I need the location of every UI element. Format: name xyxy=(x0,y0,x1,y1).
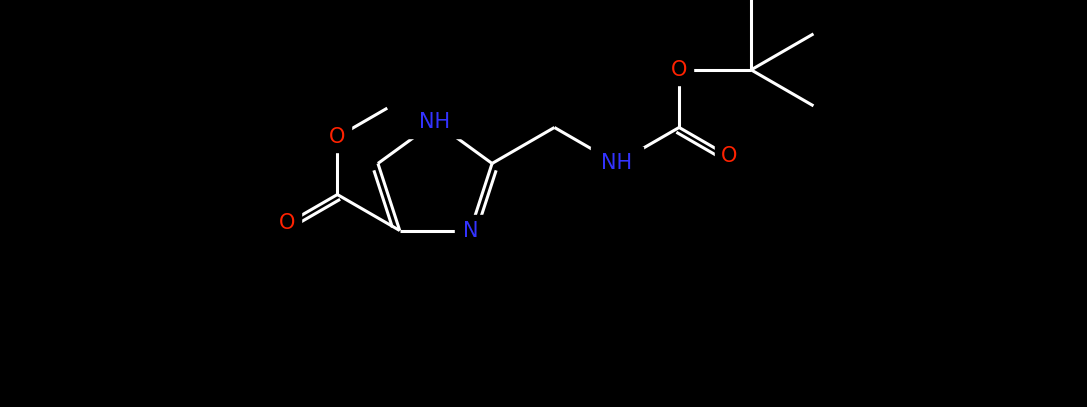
Text: NH: NH xyxy=(601,153,633,173)
Text: NH: NH xyxy=(420,112,451,132)
Text: O: O xyxy=(279,213,296,233)
Text: N: N xyxy=(462,221,478,241)
Bar xyxy=(408,106,462,138)
Text: O: O xyxy=(721,146,737,166)
Bar xyxy=(455,214,485,247)
Text: O: O xyxy=(671,60,687,80)
Bar xyxy=(715,141,744,171)
Text: O: O xyxy=(329,127,346,147)
Bar xyxy=(274,208,301,239)
Bar xyxy=(590,147,642,179)
Bar xyxy=(323,122,351,152)
Bar xyxy=(665,55,694,85)
